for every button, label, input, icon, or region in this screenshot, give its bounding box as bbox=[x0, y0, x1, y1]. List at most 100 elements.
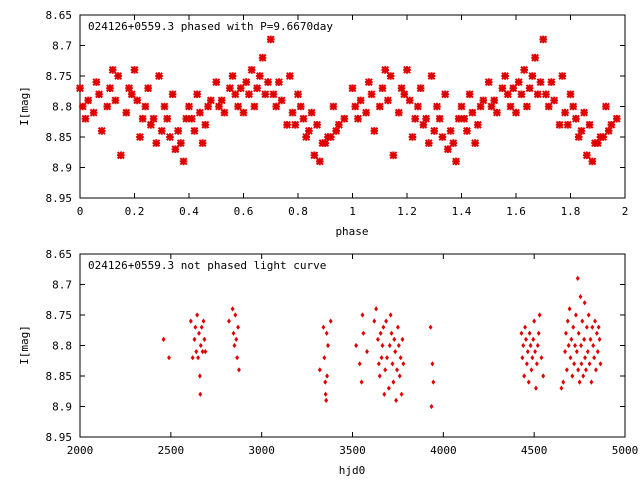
unphased-data-point bbox=[231, 330, 236, 336]
phased-data-point bbox=[195, 108, 204, 117]
unphased-data-point bbox=[593, 318, 597, 324]
unphased-data-point bbox=[595, 349, 600, 355]
phased-data-point bbox=[122, 108, 131, 117]
phased-data-point bbox=[413, 102, 422, 111]
phased-data-point bbox=[517, 90, 526, 99]
unphased-data-point bbox=[561, 379, 566, 385]
phased-data-point bbox=[277, 96, 286, 105]
phased-data-point bbox=[133, 96, 142, 105]
unphased-data-point bbox=[528, 342, 533, 349]
phased-data-point bbox=[329, 102, 338, 111]
unphased-data-point bbox=[579, 361, 584, 367]
unphased-data-point bbox=[583, 355, 587, 361]
unphased-x-tick-label: 2500 bbox=[158, 444, 185, 457]
phased-data-point bbox=[245, 90, 253, 99]
unphased-data-point bbox=[533, 349, 538, 355]
phased-data-point bbox=[443, 145, 452, 154]
phased-data-point bbox=[275, 78, 283, 87]
phased-data-point bbox=[498, 84, 507, 93]
unphased-data-point bbox=[230, 306, 235, 312]
phased-data-point bbox=[340, 114, 349, 123]
unphased-data-point bbox=[379, 355, 384, 361]
unphased-data-point bbox=[574, 312, 578, 318]
unphased-x-tick-label: 3500 bbox=[339, 444, 366, 457]
unphased-data-point bbox=[375, 336, 380, 342]
unphased-data-point bbox=[201, 318, 206, 324]
unphased-data-point bbox=[537, 312, 542, 318]
phased-data-point bbox=[264, 78, 272, 87]
unphased-data-point bbox=[520, 355, 525, 361]
phased-data-point bbox=[321, 139, 330, 148]
phased-x-tick-label: 0 bbox=[77, 205, 84, 218]
unphased-data-point bbox=[581, 373, 586, 379]
phased-data-point bbox=[493, 108, 501, 117]
phased-data-point bbox=[484, 78, 493, 87]
unphased-data-point bbox=[323, 379, 328, 385]
phased-data-point bbox=[187, 114, 196, 123]
unphased-data-point bbox=[323, 391, 328, 397]
phased-data-point bbox=[531, 53, 539, 62]
unphased-data-point bbox=[395, 324, 400, 330]
unphased-x-tick-label: 2000 bbox=[67, 444, 94, 457]
unphased-data-point bbox=[591, 342, 596, 349]
phased-data-point bbox=[386, 72, 395, 80]
phased-data-point bbox=[433, 102, 441, 111]
phased-data-point bbox=[364, 78, 373, 87]
unphased-data-point bbox=[578, 294, 583, 300]
unphased-data-point bbox=[586, 312, 591, 318]
unphased-data-point bbox=[378, 330, 383, 336]
phased-data-point bbox=[225, 84, 234, 93]
unphased-data-point bbox=[567, 306, 572, 312]
phased-data-point bbox=[291, 120, 300, 129]
unphased-data-point bbox=[573, 342, 577, 349]
phased-data-point bbox=[509, 84, 518, 93]
unphased-data-point bbox=[354, 342, 359, 349]
unphased-data-point bbox=[391, 379, 396, 385]
unphased-data-point bbox=[524, 336, 528, 342]
phased-data-point bbox=[411, 114, 420, 123]
unphased-data-point bbox=[392, 336, 397, 342]
phased-data-point bbox=[544, 102, 553, 111]
unphased-data-point bbox=[167, 355, 171, 361]
phased-x-tick-label: 1.8 bbox=[561, 205, 581, 218]
phased-data-point bbox=[198, 139, 207, 148]
phased-data-point bbox=[457, 102, 466, 111]
phased-x-tick-label: 0.2 bbox=[125, 205, 145, 218]
unphased-data-point bbox=[198, 391, 203, 397]
phased-data-point bbox=[441, 90, 450, 99]
unphased-data-point bbox=[395, 367, 399, 373]
phased-data-point bbox=[572, 114, 580, 123]
unphased-data-point bbox=[389, 330, 394, 336]
phased-data-point bbox=[185, 102, 193, 111]
phased-data-point bbox=[604, 126, 613, 135]
phased-data-point bbox=[574, 133, 583, 141]
phased-data-point bbox=[389, 151, 398, 160]
phased-data-point bbox=[239, 108, 248, 117]
phased-data-point bbox=[580, 108, 589, 117]
phased-data-point bbox=[348, 84, 357, 93]
unphased-data-point bbox=[399, 391, 404, 397]
unphased-y-tick-label: 8.85 bbox=[46, 370, 73, 383]
phased-data-point bbox=[220, 108, 229, 117]
phased-data-point bbox=[283, 120, 292, 129]
unphased-data-point bbox=[190, 355, 195, 361]
unphased-data-point bbox=[563, 349, 567, 355]
phased-data-point bbox=[612, 114, 621, 123]
phased-data-point bbox=[294, 90, 302, 99]
phased-y-tick-label: 8.75 bbox=[46, 70, 73, 83]
phased-data-point bbox=[479, 96, 488, 105]
phased-data-point bbox=[174, 126, 183, 135]
unphased-x-tick-label: 4500 bbox=[521, 444, 548, 457]
unphased-data-point bbox=[564, 367, 569, 373]
unphased-data-point bbox=[428, 324, 433, 330]
phased-data-point bbox=[463, 126, 471, 135]
phased-data-point bbox=[400, 90, 409, 99]
unphased-data-point bbox=[587, 361, 592, 367]
unphased-data-point bbox=[388, 312, 393, 318]
phased-data-point bbox=[228, 72, 237, 80]
phased-data-point bbox=[81, 114, 90, 123]
phased-data-point bbox=[146, 120, 155, 129]
phased-data-point bbox=[182, 114, 191, 123]
phased-light-curve-panel: 024126+0559.3 phased with P=9.6670day ph… bbox=[18, 9, 628, 238]
unphased-data-point bbox=[572, 361, 577, 367]
